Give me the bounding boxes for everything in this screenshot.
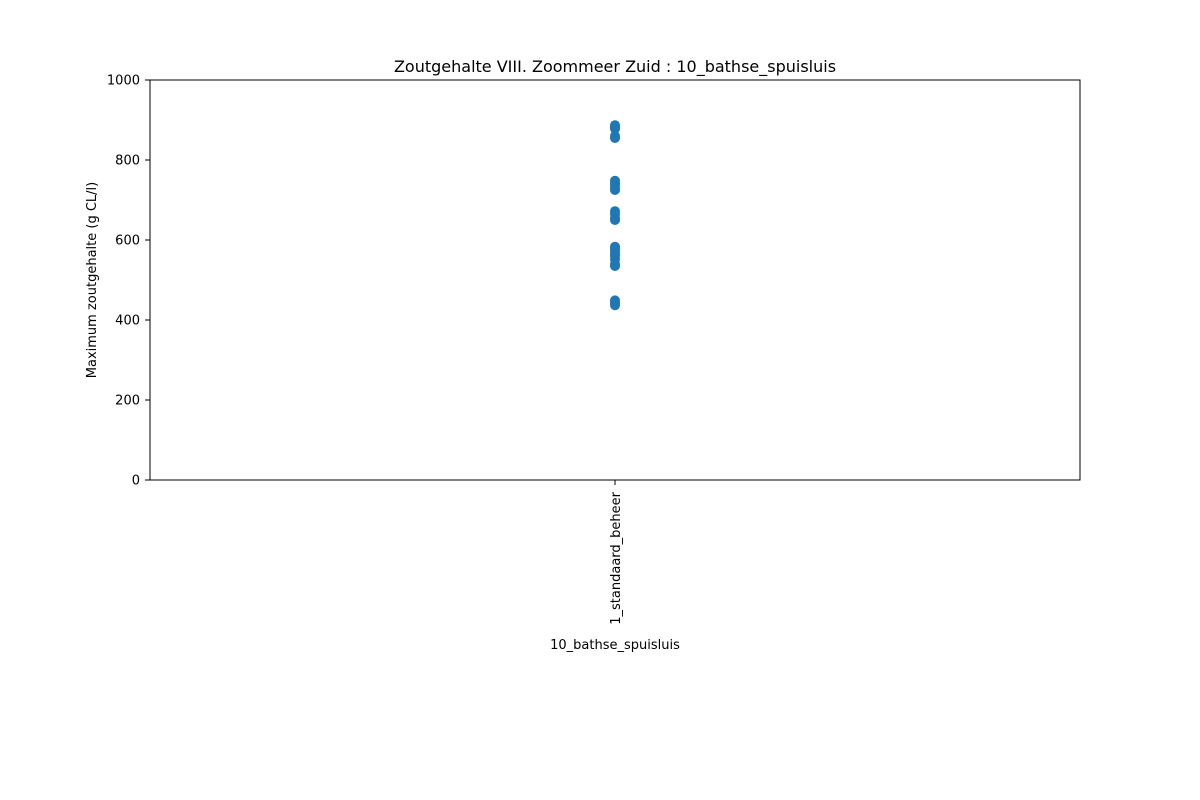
chart-title: Zoutgehalte VIII. Zoommeer Zuid : 10_bat… bbox=[394, 57, 836, 77]
data-point bbox=[610, 131, 620, 141]
y-tick-label: 1000 bbox=[107, 74, 140, 89]
y-tick-label: 400 bbox=[115, 314, 140, 329]
data-point bbox=[610, 241, 620, 252]
y-tick-label: 200 bbox=[115, 394, 140, 409]
data-point bbox=[610, 206, 620, 217]
y-tick-label: 0 bbox=[132, 474, 140, 489]
y-tick-label: 800 bbox=[115, 154, 140, 169]
data-point bbox=[610, 120, 620, 131]
x-tick-label: 1_standaard_beheer bbox=[609, 491, 624, 624]
plot-area bbox=[149, 79, 1081, 481]
data-point bbox=[610, 295, 620, 306]
data-points bbox=[610, 120, 620, 311]
y-axis: 0 200 400 600 800 1000 bbox=[107, 74, 150, 489]
data-point bbox=[610, 175, 620, 186]
y-tick-label: 600 bbox=[115, 234, 140, 249]
y-axis-label: Maximum zoutgehalte (g CL/l) bbox=[85, 182, 100, 378]
x-axis-label: 10_bathse_spuisluis bbox=[550, 638, 680, 653]
x-axis: 1_standaard_beheer bbox=[609, 480, 624, 625]
